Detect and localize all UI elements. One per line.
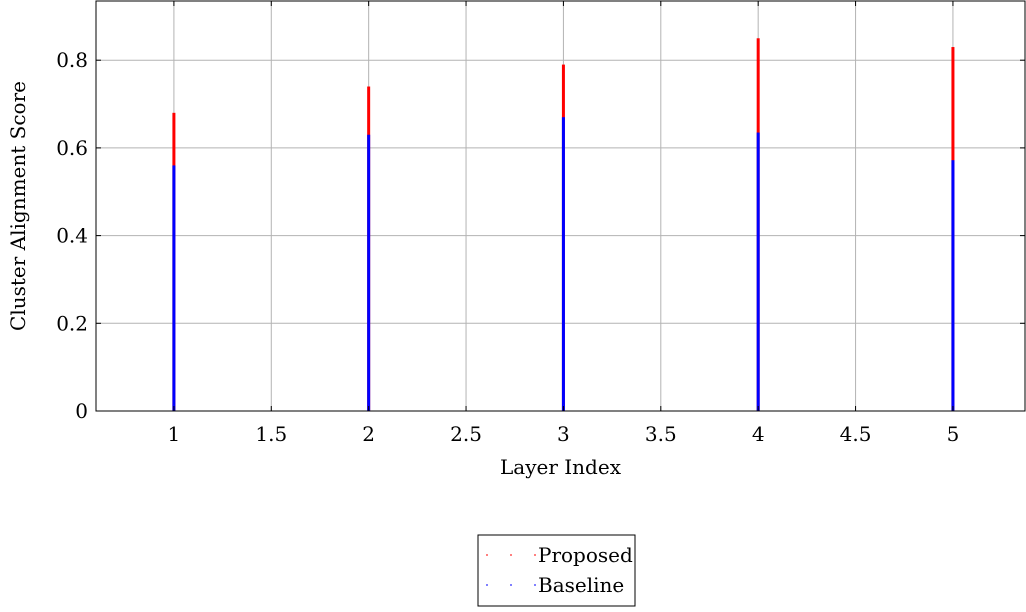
baseline-bar xyxy=(367,134,371,411)
y-axis-label: Cluster Alignment Score xyxy=(6,81,30,331)
x-axis-label: Layer Index xyxy=(500,455,622,479)
legend-label: Proposed xyxy=(538,543,633,567)
y-tick-label: 0.4 xyxy=(56,224,88,248)
plot-frame xyxy=(95,0,1026,412)
x-tick-label: 1.5 xyxy=(255,422,287,446)
baseline-bar xyxy=(951,160,955,411)
x-tick-label: 3.5 xyxy=(645,422,677,446)
x-tick-label: 4.5 xyxy=(840,422,872,446)
tick-labels: 1 1.5 2 2.5 3 3.5 4 4.5 5 0 0.2 0.4 0.6 0.8 xyxy=(56,48,959,446)
baseline-bar xyxy=(172,165,176,411)
baseline-bar xyxy=(561,117,565,411)
x-tick-label: 4 xyxy=(752,422,765,446)
x-tick-label: 1 xyxy=(168,422,181,446)
x-tick-label: 2.5 xyxy=(450,422,482,446)
bars-group xyxy=(172,38,955,412)
x-tick-label: 5 xyxy=(947,422,960,446)
y-tick-label: 0.6 xyxy=(56,136,88,160)
legend-entries: Proposed Baseline xyxy=(486,543,633,597)
legend-label: Baseline xyxy=(538,573,624,597)
legend-box xyxy=(477,534,636,607)
grid-lines xyxy=(96,1,1025,412)
y-tick-label: 0.2 xyxy=(56,311,88,335)
baseline-bar xyxy=(756,132,760,412)
legend: Proposed Baseline xyxy=(477,534,636,607)
x-tick-label: 2 xyxy=(362,422,375,446)
x-tick-label: 3 xyxy=(557,422,570,446)
y-tick-label: 0.8 xyxy=(56,48,88,72)
axis-ticks xyxy=(96,1,1025,412)
y-tick-label: 0 xyxy=(75,399,88,423)
